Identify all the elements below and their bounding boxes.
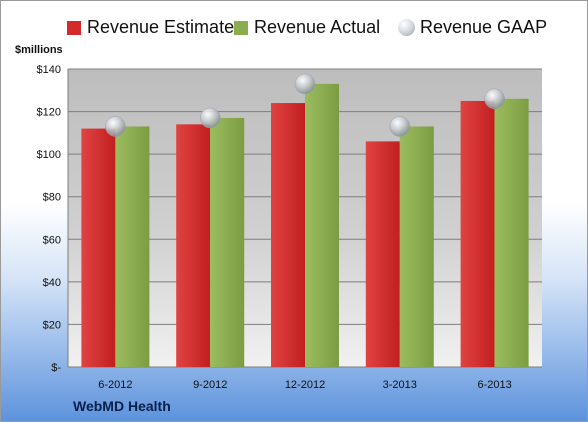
legend: Revenue Estimate Revenue Actual Revenue … <box>1 1 587 41</box>
x-tick-label: 9-2012 <box>193 379 227 391</box>
legend-marker-gaap <box>398 19 415 36</box>
y-tick-label: $100 <box>37 149 61 161</box>
y-tick-label: $140 <box>37 64 61 76</box>
x-tick-label: 6-2012 <box>98 379 132 391</box>
bar-revenue-estimate <box>271 103 305 368</box>
bar-revenue-estimate <box>365 141 400 367</box>
y-tick-label: $20 <box>43 319 61 331</box>
legend-label-estimate: Revenue Estimate <box>87 17 235 37</box>
marker-revenue-gaap <box>389 116 411 137</box>
x-tick-label: 12-2012 <box>285 379 325 391</box>
marker-revenue-gaap <box>294 73 316 95</box>
legend-swatch-actual <box>234 20 248 35</box>
legend-item-revenue-gaap: Revenue GAAP <box>398 17 547 38</box>
x-tick-label: 6-2013 <box>477 379 511 391</box>
bar-revenue-actual <box>399 126 434 367</box>
legend-label-actual: Revenue Actual <box>254 17 381 37</box>
bar-revenue-estimate <box>81 128 116 367</box>
legend-item-revenue-estimate: Revenue Estimate <box>67 17 234 38</box>
company-name: WebMD Health <box>73 398 171 414</box>
legend-swatch-estimate <box>67 20 81 35</box>
marker-revenue-gaap <box>105 116 126 137</box>
marker-revenue-gaap <box>199 107 221 129</box>
y-tick-label: $120 <box>37 107 61 119</box>
legend-label-gaap: Revenue GAAP <box>420 17 548 37</box>
marker-revenue-gaap <box>484 88 505 110</box>
bar-revenue-estimate <box>460 100 495 367</box>
y-tick-label: $60 <box>43 234 61 246</box>
bar-revenue-actual <box>115 126 150 367</box>
bar-revenue-estimate <box>176 124 211 367</box>
bar-revenue-actual <box>494 98 529 368</box>
bar-revenue-actual <box>305 83 339 368</box>
y-tick-label: $80 <box>43 192 61 204</box>
bar-revenue-actual <box>210 117 245 367</box>
x-tick-label: 3-2013 <box>383 379 417 391</box>
y-tick-label: $- <box>51 362 61 374</box>
y-tick-label: $40 <box>43 277 61 289</box>
y-axis-unit-label: $millions <box>15 44 63 56</box>
legend-item-revenue-actual: Revenue Actual <box>234 17 380 38</box>
